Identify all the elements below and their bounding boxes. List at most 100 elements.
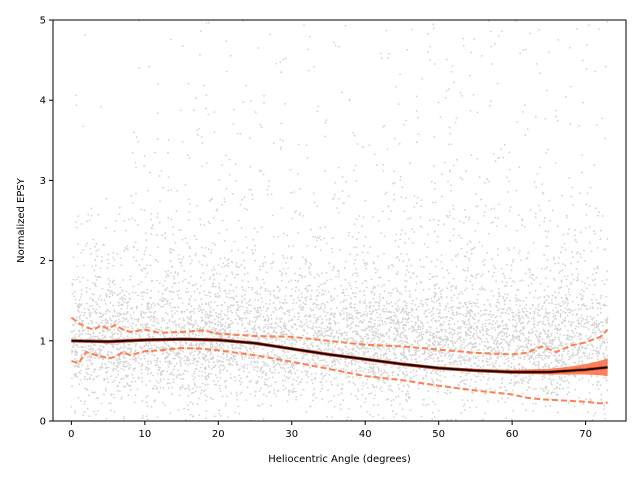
scatter-point [601,321,604,324]
scatter-point [141,364,144,366]
scatter-point [383,235,386,238]
scatter-point [162,284,165,287]
scatter-point [150,362,153,365]
scatter-point [585,304,587,307]
scatter-point [584,227,587,229]
scatter-point [219,372,221,375]
scatter-point [489,346,491,348]
scatter-point [539,282,542,285]
scatter-point [381,310,384,312]
scatter-point [385,29,388,32]
scatter-point [404,304,407,307]
scatter-point [122,363,125,366]
scatter-point [173,277,176,280]
scatter-point [214,295,217,298]
scatter-point [378,337,381,340]
scatter-point [509,206,512,209]
scatter-point [387,347,390,350]
scatter-point [404,376,407,379]
scatter-point [450,356,453,358]
scatter-point [221,364,224,367]
scatter-point [222,327,225,330]
scatter-point [596,322,598,325]
scatter-point [250,380,253,383]
scatter-point [246,208,248,211]
scatter-point [331,351,334,354]
scatter-point [581,377,584,380]
scatter-point [574,361,577,364]
scatter-point [221,203,223,206]
scatter-point [390,321,392,324]
scatter-point [108,283,110,286]
scatter-point [257,311,260,313]
scatter-point [166,356,169,359]
scatter-point [198,344,201,347]
scatter-point [131,217,134,220]
scatter-point [603,304,605,307]
scatter-point [209,350,212,353]
scatter-point [391,410,394,413]
scatter-point [105,389,107,392]
scatter-point [393,198,396,201]
scatter-point [187,394,190,397]
scatter-point [277,235,280,238]
scatter-point [461,371,463,374]
scatter-point [560,376,563,379]
scatter-point [583,249,585,252]
scatter-point [408,348,411,351]
scatter-point [145,239,148,242]
scatter-point [534,115,537,118]
scatter-point [588,357,591,360]
scatter-point [282,333,285,336]
scatter-point [331,299,334,302]
scatter-point [463,323,466,325]
scatter-point [532,273,535,276]
scatter-point [390,318,393,321]
scatter-point [364,351,366,354]
scatter-point [262,262,264,265]
scatter-point [338,212,340,214]
scatter-point [122,297,125,300]
scatter-point [462,44,465,47]
scatter-point [378,308,381,311]
scatter-point [463,341,465,344]
scatter-point [224,385,227,387]
scatter-point [355,350,357,353]
scatter-point [601,117,604,120]
scatter-point [520,332,522,335]
scatter-point [457,253,459,256]
scatter-point [198,127,201,130]
scatter-point [123,301,126,304]
scatter-point [451,337,454,339]
scatter-point [214,330,217,332]
scatter-point [120,264,123,267]
scatter-point [135,192,137,195]
scatter-point [515,337,518,340]
scatter-point [470,348,473,351]
scatter-point [515,328,517,331]
scatter-point [388,302,391,305]
scatter-point [252,351,255,354]
scatter-point [111,291,114,294]
scatter-point [574,234,577,237]
scatter-point [455,254,457,257]
scatter-point [105,318,107,321]
scatter-point [119,312,122,315]
scatter-point [450,143,453,146]
scatter-point [592,293,595,296]
scatter-point [502,347,505,350]
scatter-point [302,334,304,337]
scatter-point [78,371,81,374]
scatter-point [545,311,547,314]
scatter-point [447,310,450,313]
scatter-point [194,252,197,255]
scatter-point [119,292,122,294]
scatter-point [198,375,201,377]
scatter-point [235,312,238,314]
scatter-point [439,309,441,312]
scatter-point [395,327,398,330]
scatter-point [473,351,476,354]
scatter-point [227,258,230,260]
scatter-point [187,404,189,406]
scatter-point [418,355,421,358]
